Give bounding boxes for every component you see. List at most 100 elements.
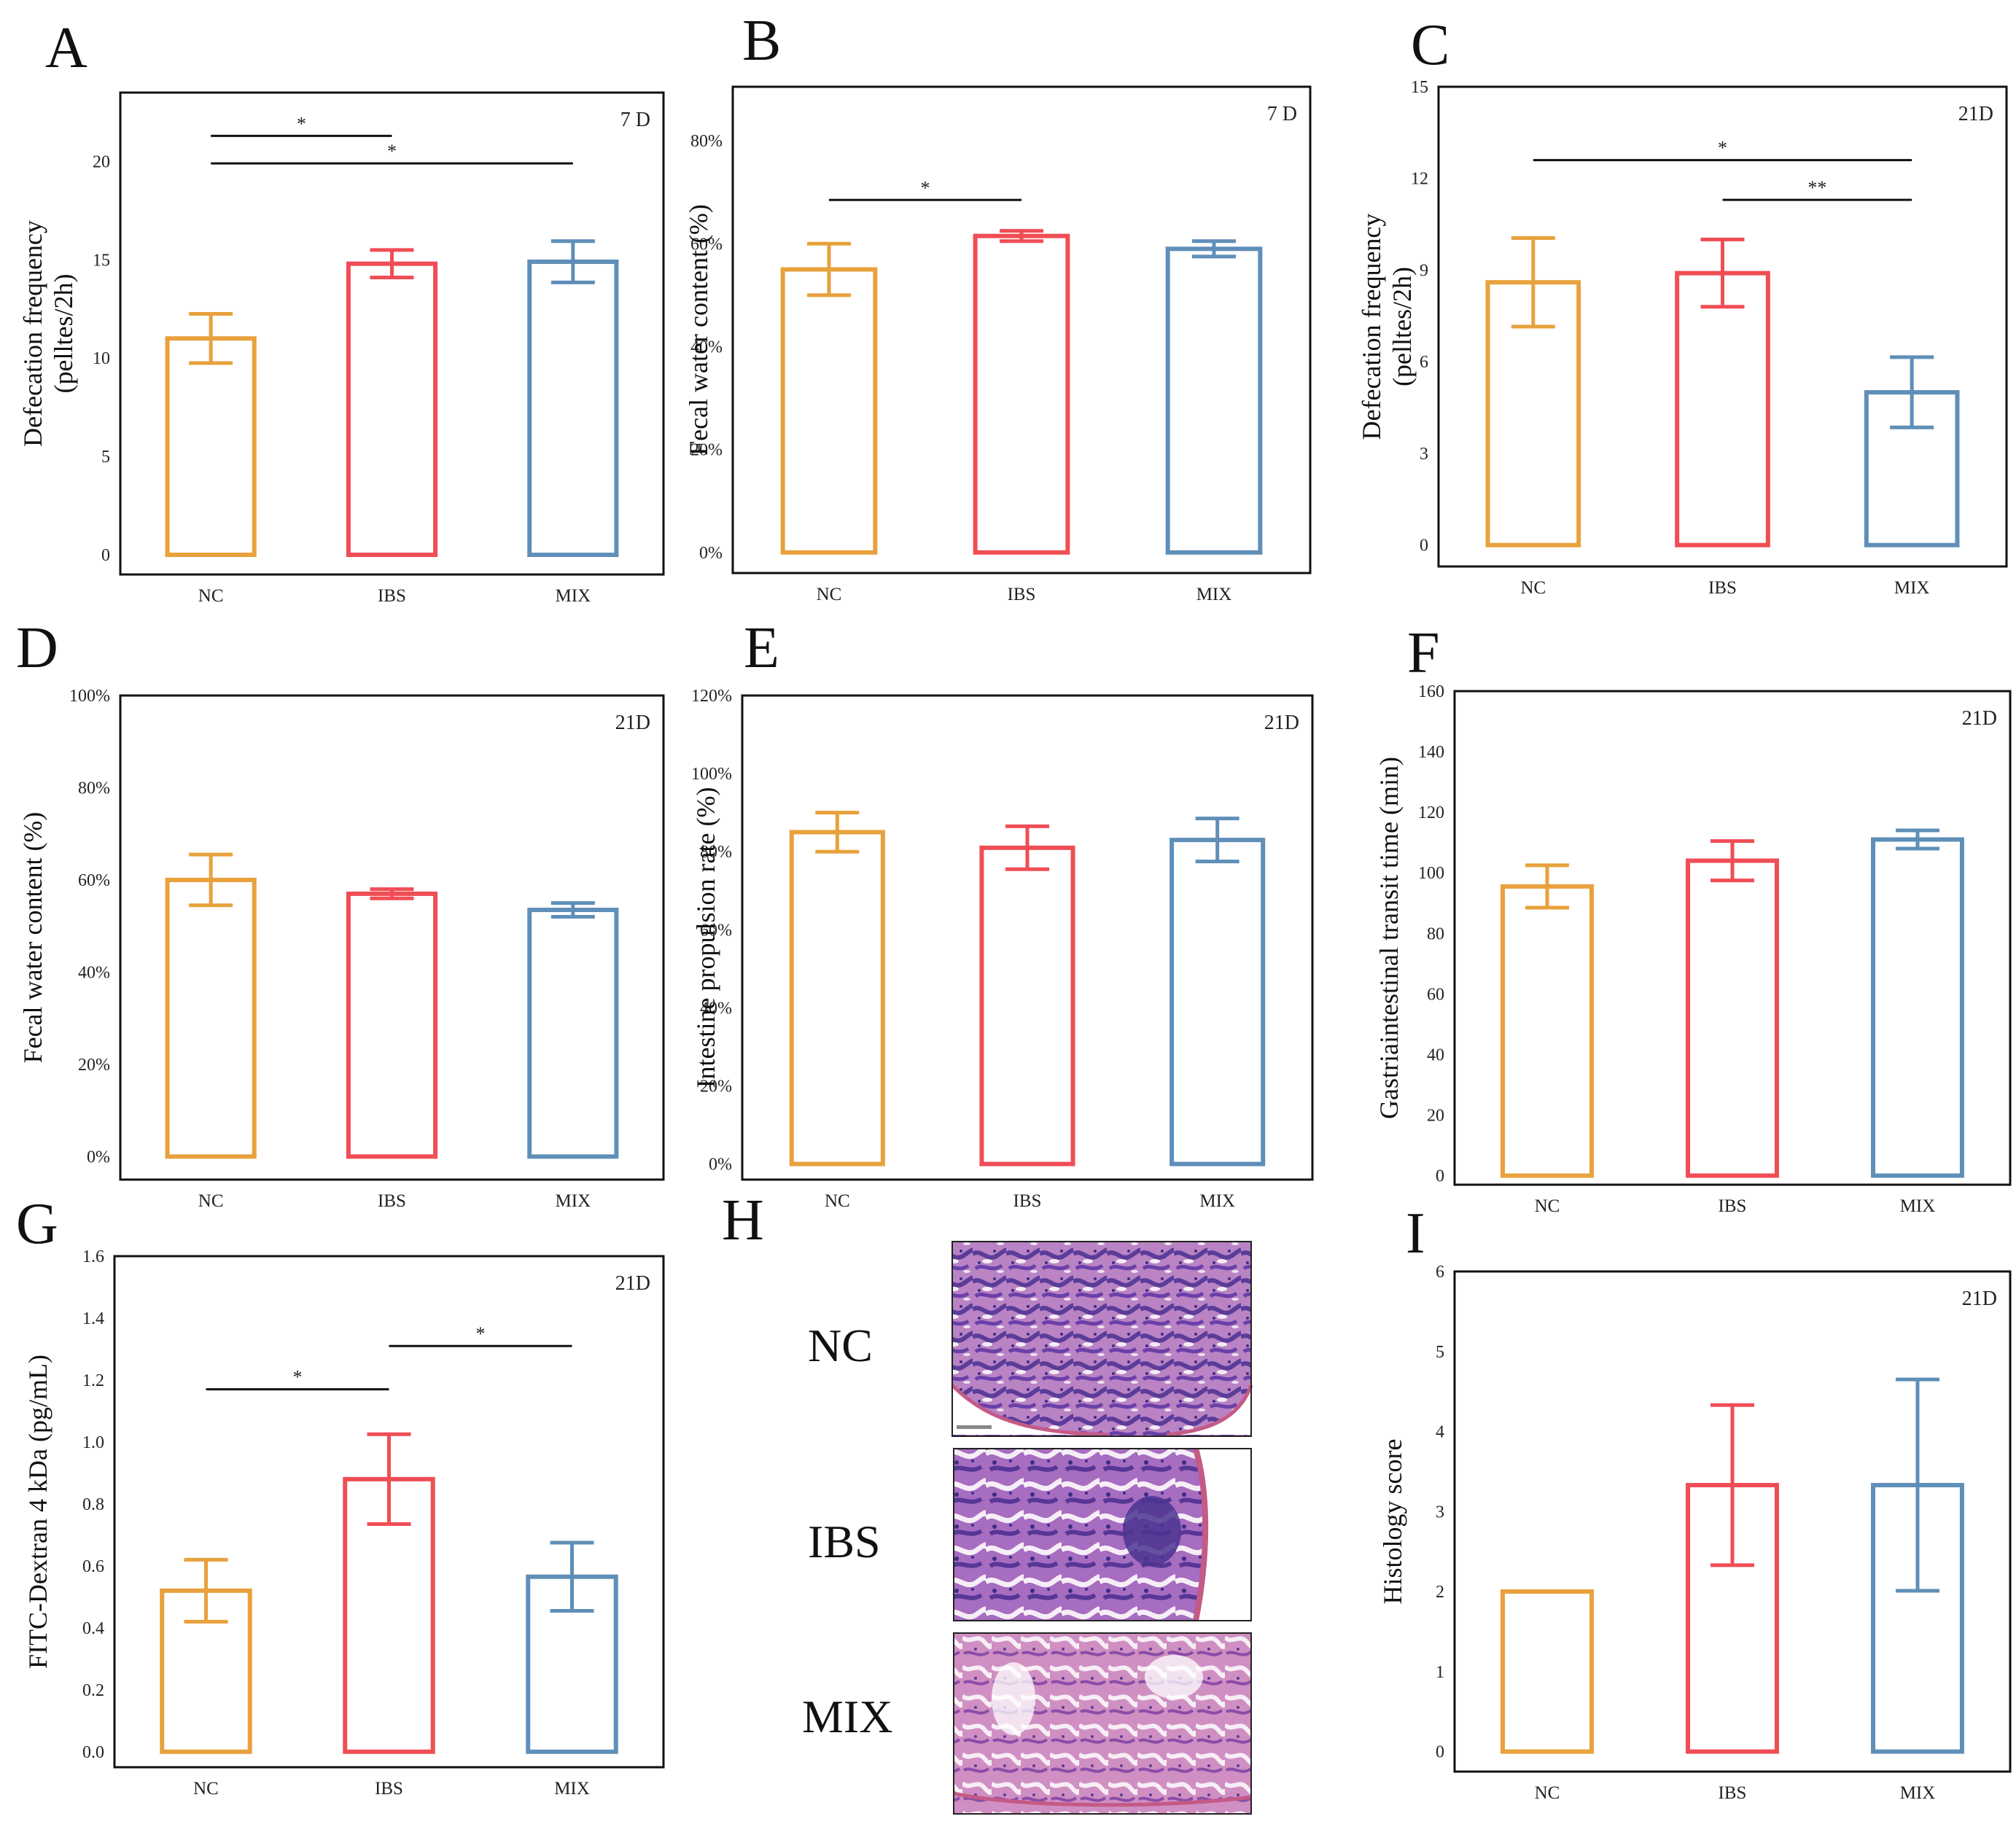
y-tick-label: 0% bbox=[699, 544, 723, 563]
category-label-mix: MIX bbox=[556, 1191, 591, 1211]
bar-mix bbox=[1871, 837, 1964, 1178]
y-axis-label: Defecation frequency(pelltes/2h) bbox=[18, 220, 78, 447]
chart-panel-c: C 21D 0 3 6 9 12 15 Defecation frequency(pelltes… bbox=[1357, 13, 2008, 598]
y-tick-label: 60% bbox=[78, 871, 110, 890]
y-tick-label: 1.6 bbox=[82, 1247, 104, 1266]
y-tick-label: 3 bbox=[1436, 1503, 1444, 1522]
y-axis-label-line: Defecation frequency bbox=[18, 220, 47, 447]
significance-label: * bbox=[387, 141, 397, 162]
significance-label: * bbox=[921, 177, 930, 198]
y-tick-label: 20 bbox=[93, 152, 110, 171]
category-label-nc: NC bbox=[1535, 1196, 1560, 1216]
histology-image-ibs bbox=[953, 1447, 1252, 1621]
y-tick-label: 20% bbox=[690, 441, 723, 460]
category-label-mix: MIX bbox=[1199, 1191, 1235, 1211]
panel-letter-d: D bbox=[16, 616, 58, 680]
category-label-ibs: IBS bbox=[375, 1779, 403, 1799]
category-label-mix: MIX bbox=[1196, 585, 1232, 604]
chart-panel-e: E 21D 0% 20% 40% 60% 80% 100% 120% Intestine prop… bbox=[691, 616, 1314, 1211]
y-tick-label: 0% bbox=[87, 1148, 110, 1166]
panel-letter-e: E bbox=[744, 616, 779, 680]
time-label: 21D bbox=[615, 1272, 650, 1295]
y-axis-label-line: Histology score bbox=[1378, 1439, 1407, 1605]
y-axis-label-line: Fecal water content (%) bbox=[684, 204, 713, 456]
category-label-nc: NC bbox=[1520, 578, 1546, 598]
category-label-ibs: IBS bbox=[1719, 1196, 1747, 1216]
y-tick-label: 0 bbox=[1436, 1743, 1444, 1762]
time-label: 21D bbox=[1958, 103, 1993, 125]
y-tick-label: 15 bbox=[93, 251, 110, 270]
bar-ibs bbox=[1675, 270, 1770, 548]
time-label: 7 D bbox=[1267, 103, 1297, 125]
significance-label: * bbox=[293, 1367, 303, 1388]
category-label-mix: MIX bbox=[556, 586, 591, 606]
category-label-mix: MIX bbox=[1900, 1783, 1936, 1803]
panel-letter-b: B bbox=[742, 9, 781, 73]
y-tick-label: 1 bbox=[1436, 1663, 1444, 1682]
y-tick-label: 4 bbox=[1436, 1423, 1444, 1442]
panel-letter-f: F bbox=[1407, 621, 1440, 685]
y-tick-label: 80% bbox=[78, 779, 110, 798]
y-tick-label: 20 bbox=[1427, 1106, 1444, 1125]
category-label-nc: NC bbox=[817, 585, 842, 604]
histology-image-nc bbox=[951, 1241, 1253, 1437]
y-axis-label-line: FITC-Dextran 4 kDa (pg/mL) bbox=[23, 1355, 52, 1669]
y-tick-label: 0.4 bbox=[82, 1619, 104, 1638]
y-tick-label: 80% bbox=[690, 132, 723, 151]
category-label-nc: NC bbox=[193, 1779, 219, 1799]
y-tick-label: 1.2 bbox=[82, 1371, 104, 1390]
y-tick-label: 80 bbox=[1427, 924, 1444, 943]
y-axis-label-line: Intestine propulsion rate (%) bbox=[691, 787, 720, 1088]
bar-mix bbox=[1169, 838, 1266, 1166]
y-tick-label: 120 bbox=[1418, 803, 1444, 822]
y-axis-label: Fecal water content (%) bbox=[684, 204, 713, 456]
time-label: 7 D bbox=[620, 109, 650, 131]
bar-mix bbox=[1165, 246, 1263, 555]
y-axis-label-line: Defecation frequency bbox=[1357, 214, 1386, 440]
y-tick-label: 40% bbox=[690, 338, 723, 357]
bar-mix bbox=[527, 908, 619, 1159]
y-tick-label: 0.8 bbox=[82, 1495, 104, 1514]
category-label-nc: NC bbox=[1535, 1783, 1560, 1803]
significance-label: ** bbox=[1807, 177, 1826, 198]
bar-nc bbox=[165, 877, 257, 1159]
y-tick-label: 0 bbox=[1420, 537, 1428, 556]
bar-ibs bbox=[346, 891, 438, 1159]
plot-frame bbox=[741, 694, 1314, 1181]
histology-row-label-ibs: IBS bbox=[808, 1516, 881, 1567]
panel-h-histology: H NC IBS MIX bbox=[722, 1188, 1253, 1815]
chart-panel-f: F 21D 0 20 40 60 80 100 120 140 160 Gastriaintestin… bbox=[1374, 621, 2012, 1216]
y-axis-label: Histology score bbox=[1378, 1439, 1407, 1605]
significance-label: * bbox=[476, 1323, 486, 1344]
bar-nc bbox=[1501, 884, 1594, 1178]
histology-row-label-mix: MIX bbox=[802, 1691, 892, 1742]
y-tick-label: 3 bbox=[1420, 445, 1428, 464]
y-tick-label: 40% bbox=[700, 999, 732, 1018]
bar-nc bbox=[789, 830, 885, 1166]
y-axis-label: Gastriaintestinal transit time (min) bbox=[1374, 757, 1404, 1119]
chart-panel-a: A 7 D 0 5 10 15 20 Defecation frequency(pelltes… bbox=[18, 16, 665, 606]
panel-letter-i: I bbox=[1406, 1201, 1425, 1266]
category-label-nc: NC bbox=[198, 1191, 224, 1211]
category-label-ibs: IBS bbox=[378, 586, 406, 606]
y-tick-label: 40% bbox=[78, 963, 110, 982]
y-axis-label-line: Fecal water content (%) bbox=[18, 812, 47, 1064]
category-label-mix: MIX bbox=[1894, 578, 1930, 598]
y-tick-label: 9 bbox=[1420, 261, 1428, 280]
bar-ibs bbox=[979, 845, 1075, 1166]
plot-frame bbox=[119, 694, 665, 1181]
category-label-ibs: IBS bbox=[378, 1191, 406, 1211]
category-label-mix: MIX bbox=[554, 1779, 590, 1799]
y-tick-label: 100 bbox=[1418, 864, 1444, 883]
y-tick-label: 0% bbox=[709, 1156, 732, 1174]
time-label: 21D bbox=[615, 712, 650, 734]
bar-nc bbox=[1501, 1589, 1594, 1754]
time-label: 21D bbox=[1962, 707, 1997, 730]
category-label-nc: NC bbox=[825, 1191, 850, 1211]
y-tick-label: 0 bbox=[101, 546, 110, 565]
plot-frame bbox=[113, 1255, 665, 1769]
bar-ibs bbox=[1686, 858, 1779, 1178]
plot-frame bbox=[1453, 690, 2012, 1186]
y-tick-label: 20% bbox=[700, 1077, 732, 1096]
y-tick-label: 5 bbox=[101, 448, 110, 467]
